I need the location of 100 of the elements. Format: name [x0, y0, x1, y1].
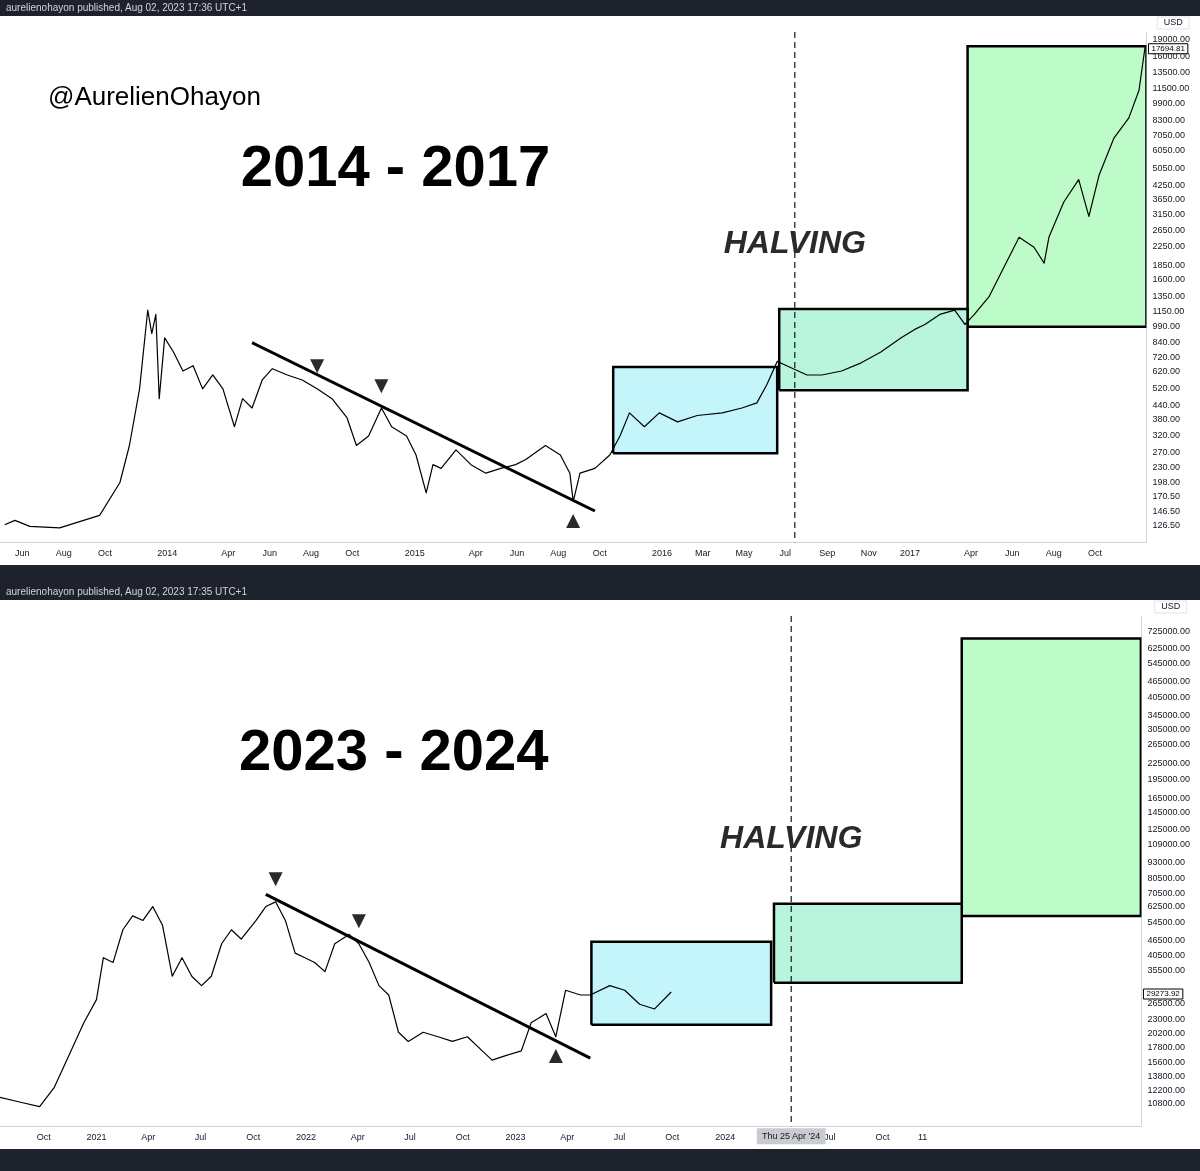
- y-tick-label: 16000.00: [1152, 50, 1191, 61]
- y-tick-label: 545000.00: [1147, 658, 1190, 669]
- y-tick-label: 230.00: [1152, 462, 1180, 473]
- y-tick-label: 11500.00: [1152, 83, 1190, 94]
- y-tick-label: 1600.00: [1152, 274, 1186, 285]
- annotation: ▼: [305, 351, 329, 379]
- y-tick-label: 165000.00: [1147, 792, 1190, 803]
- x-tick-label: Oct: [98, 548, 113, 559]
- y-tick-label: 146.50: [1152, 506, 1180, 517]
- x-tick-label: Aug: [55, 548, 72, 559]
- y-tick-label: 1350.00: [1152, 290, 1186, 301]
- y-tick-label: 405000.00: [1147, 691, 1190, 702]
- y-tick-label: 225000.00: [1147, 757, 1190, 768]
- x-tick-label: 2023: [505, 1132, 526, 1143]
- x-tick-label: 2021: [86, 1132, 107, 1143]
- y-tick-label: 1150.00: [1152, 306, 1185, 317]
- y-tick-label: 9900.00: [1152, 97, 1186, 108]
- text: aurelienohayon published, Aug 02, 2023 17:35 UTC+1: [5, 585, 248, 599]
- y-tick-label: 3150.00: [1152, 208, 1186, 219]
- y-tick-label: 265000.00: [1147, 739, 1190, 750]
- y-tick-label: 23000.00: [1147, 1013, 1185, 1024]
- y-tick-label: 725000.00: [1147, 626, 1190, 637]
- y-tick-label: 15600.00: [1147, 1057, 1185, 1068]
- annotation: ▼: [263, 864, 288, 892]
- x-tick-label: Jul: [823, 1132, 836, 1143]
- x-tick-label: Oct: [345, 548, 360, 559]
- y-tick-label: 7050.00: [1152, 130, 1186, 141]
- x-tick-label: Jun: [262, 548, 277, 559]
- y-axis-title: USD: [1163, 17, 1184, 28]
- y-tick-label: 8300.00: [1152, 114, 1186, 125]
- y-tick-label: 13500.00: [1152, 67, 1191, 78]
- x-tick-label: Mar: [694, 548, 711, 559]
- ref-line-label: Thu 25 Apr '24: [762, 1130, 821, 1141]
- y-tick-label: 170.50: [1152, 491, 1180, 502]
- text: 2023 - 2024: [239, 716, 549, 782]
- x-tick-label: Oct: [665, 1132, 680, 1143]
- x-tick-label: 2017: [899, 548, 920, 559]
- y-tick-label: 62500.00: [1147, 901, 1185, 912]
- x-tick-label: Apr: [963, 548, 978, 559]
- y-tick-label: 620.00: [1152, 366, 1180, 377]
- x-tick-label: 2022: [296, 1132, 317, 1143]
- x-tick-label: Jul: [194, 1132, 207, 1143]
- x-tick-label: Oct: [246, 1132, 261, 1143]
- x-tick-label: Oct: [455, 1132, 471, 1143]
- annotation: ▼: [369, 370, 394, 398]
- y-tick-label: 840.00: [1152, 336, 1180, 347]
- x-tick-label: May: [735, 548, 753, 559]
- y-tick-label: 70500.00: [1147, 887, 1185, 898]
- x-tick-label: Apr: [141, 1132, 156, 1143]
- x-tick-label: 2016: [651, 548, 673, 559]
- x-tick-label: Apr: [221, 548, 236, 559]
- y-tick-label: 345000.00: [1147, 709, 1190, 720]
- annotation: ▲: [543, 1041, 568, 1069]
- y-tick-label: 126.50: [1152, 520, 1180, 531]
- y-tick-label: 54500.00: [1147, 916, 1185, 927]
- x-tick-label: Aug: [303, 548, 320, 559]
- x-tick-label: Aug: [1045, 548, 1062, 559]
- y-tick-label: 93000.00: [1147, 856, 1185, 867]
- text: 2014 - 2017: [240, 132, 551, 198]
- x-tick-label: Jul: [613, 1132, 626, 1143]
- x-tick-label: Jun: [509, 548, 525, 559]
- y-tick-label: 20200.00: [1147, 1028, 1185, 1039]
- y-tick-label: 26500.00: [1147, 997, 1185, 1008]
- annotation: ▼: [346, 906, 371, 934]
- y-tick-label: 380.00: [1152, 413, 1180, 424]
- x-tick-label: Nov: [860, 548, 878, 559]
- y-tick-label: 35500.00: [1147, 964, 1185, 975]
- annotation: ▲: [561, 506, 586, 533]
- y-axis-title: USD: [1161, 601, 1181, 612]
- x-tick-label: 2024: [715, 1132, 736, 1143]
- y-tick-label: 80500.00: [1147, 873, 1185, 884]
- annotation: HALVING: [720, 819, 863, 856]
- y-tick-label: 4250.00: [1152, 179, 1186, 190]
- x-tick-label: Apr: [468, 548, 483, 559]
- x-tick-label: Oct: [1087, 548, 1103, 559]
- y-tick-label: 305000.00: [1147, 723, 1190, 734]
- x-tick-label: Apr: [560, 1132, 575, 1143]
- annotation: @AurelienOhayon: [48, 81, 261, 112]
- y-tick-label: 109000.00: [1147, 839, 1190, 850]
- x-tick-label: Apr: [350, 1132, 365, 1143]
- y-tick-label: 2650.00: [1152, 225, 1186, 236]
- y-tick-label: 12200.00: [1147, 1084, 1185, 1095]
- y-tick-label: 990.00: [1152, 320, 1180, 331]
- text: 29273.92: [1146, 989, 1181, 999]
- y-tick-label: 720.00: [1152, 351, 1180, 362]
- y-tick-label: 2250.00: [1152, 241, 1186, 252]
- y-tick-label: 13800.00: [1147, 1070, 1185, 1081]
- x-tick-label: Aug: [550, 548, 567, 559]
- x-tick-label: Oct: [875, 1132, 890, 1143]
- annotation: HALVING: [723, 224, 866, 261]
- y-tick-label: 465000.00: [1147, 676, 1190, 687]
- y-tick-label: 17800.00: [1147, 1042, 1185, 1053]
- y-tick-label: 19000.00: [1152, 34, 1191, 45]
- x-tick-label: Jun: [1005, 548, 1020, 559]
- y-tick-label: 125000.00: [1147, 823, 1190, 834]
- y-tick-label: 625000.00: [1147, 643, 1190, 654]
- y-tick-label: 1850.00: [1152, 260, 1186, 271]
- y-tick-label: 10800.00: [1147, 1098, 1185, 1109]
- x-tick-label: Jul: [404, 1132, 416, 1143]
- y-tick-label: 320.00: [1152, 430, 1180, 441]
